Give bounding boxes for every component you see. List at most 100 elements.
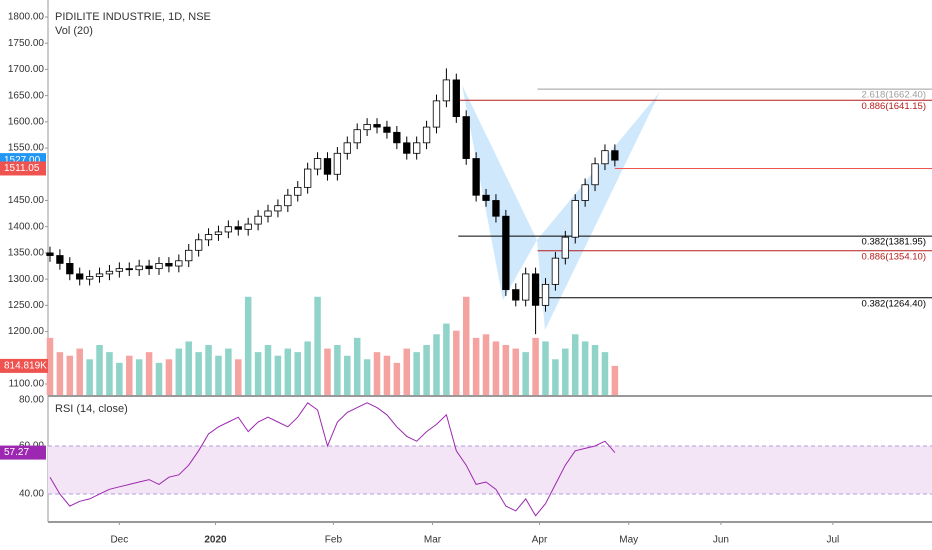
volume-bar — [373, 352, 381, 395]
volume-bar — [155, 362, 163, 395]
x-tick-label: Jul — [826, 535, 839, 546]
rsi-band — [48, 446, 932, 495]
candle-body — [522, 273, 530, 301]
prev-close-badge: 1511.05 — [4, 163, 40, 174]
volume-bar — [264, 345, 272, 395]
candle-body — [274, 205, 282, 212]
candle-body — [56, 255, 64, 264]
volume-bar — [126, 355, 133, 395]
x-tick-label: 2020 — [204, 535, 227, 546]
candle-body — [512, 289, 520, 301]
candle-body — [343, 142, 351, 154]
volume-bar — [393, 362, 401, 395]
y-tick-label: 1600.00 — [8, 116, 45, 127]
volume-bar — [284, 348, 292, 395]
volume-bar — [46, 337, 54, 395]
rsi-line — [49, 402, 616, 517]
candle-body — [224, 226, 233, 233]
pattern-shape — [462, 85, 537, 300]
candle-body — [561, 236, 569, 259]
y-tick-label: 1750.00 — [8, 38, 45, 49]
rsi-badge: 57.27 — [4, 447, 29, 458]
x-tick-label: Apr — [532, 535, 548, 546]
volume-bar — [145, 352, 153, 395]
x-tick-label: Dec — [110, 535, 128, 546]
candle-body — [76, 273, 84, 280]
volume-bar — [334, 345, 341, 395]
candle-body — [85, 276, 94, 280]
volume-bar — [413, 352, 420, 395]
candle-body — [353, 129, 361, 144]
candle-body — [313, 158, 322, 170]
y-tick-label: 1350.00 — [8, 248, 45, 259]
candle-body — [601, 150, 609, 165]
volume-badge: 814.819K — [4, 361, 47, 372]
candle-body — [333, 152, 342, 175]
volume-badge-bg — [0, 358, 48, 373]
candle-body — [363, 124, 371, 131]
candle-body — [492, 200, 500, 217]
volume-bar — [76, 348, 83, 395]
volume-bar — [294, 352, 301, 395]
rsi-tick-label: 80.00 — [19, 395, 44, 406]
prev-close-badge-bg — [0, 161, 46, 176]
candle-body — [403, 142, 411, 154]
volume-bar — [512, 348, 520, 395]
rsi-badge-bg — [0, 445, 46, 460]
pattern-shape — [537, 92, 660, 330]
volume-bar — [482, 334, 490, 395]
x-tick-label: May — [619, 535, 638, 546]
volume-bar — [86, 359, 93, 395]
volume-bar — [96, 345, 103, 395]
candle-body — [502, 215, 510, 291]
volume-bar — [552, 359, 559, 395]
volume-bar — [453, 330, 460, 395]
candle-body — [442, 79, 451, 102]
candle-body — [551, 257, 560, 285]
volume-bar — [601, 352, 609, 395]
candle-body — [155, 263, 163, 270]
volume-bar — [571, 334, 579, 395]
volume-bar — [274, 355, 282, 395]
volume-bar — [215, 355, 222, 395]
candle-body — [462, 116, 470, 159]
volume-bar — [254, 352, 262, 395]
candle-body — [254, 215, 262, 225]
x-tick-label: Feb — [325, 535, 343, 546]
candle-body — [204, 234, 213, 241]
volume-bar — [562, 348, 569, 395]
candle-body — [244, 223, 252, 230]
chart-title: PIDILITE INDUSTRIE, 1D, NSE — [55, 11, 211, 23]
volume-bar — [116, 362, 123, 395]
volume-bar — [135, 359, 143, 395]
candle-body — [234, 226, 242, 230]
candle-body — [422, 126, 431, 144]
candle-body — [125, 268, 133, 271]
candle-body — [284, 194, 292, 207]
volume-bar — [195, 352, 202, 395]
candle-body — [165, 263, 173, 267]
volume-bar — [542, 341, 549, 395]
y-tick-label: 1550.00 — [8, 143, 45, 154]
candle-body — [611, 150, 619, 161]
volume-bar — [185, 341, 192, 395]
volume-bar — [106, 352, 113, 395]
y-tick-label: 1200.00 — [8, 326, 45, 337]
level-label: 0.886(1354.10) — [862, 251, 926, 262]
volume-bar — [502, 345, 510, 395]
candle-body — [304, 168, 312, 188]
volume-bar — [443, 323, 450, 395]
volume-bar — [353, 337, 361, 395]
volume-bar — [581, 341, 589, 395]
volume-bar — [344, 355, 351, 395]
volume-title: Vol (20) — [55, 25, 93, 37]
volume-bar — [383, 355, 391, 395]
volume-bar — [522, 352, 529, 395]
candle-body — [591, 163, 599, 186]
candle-body — [571, 200, 579, 238]
volume-bar — [433, 334, 440, 395]
candle-body — [541, 283, 550, 306]
volume-bar — [462, 296, 470, 395]
volume-bar — [591, 345, 599, 395]
